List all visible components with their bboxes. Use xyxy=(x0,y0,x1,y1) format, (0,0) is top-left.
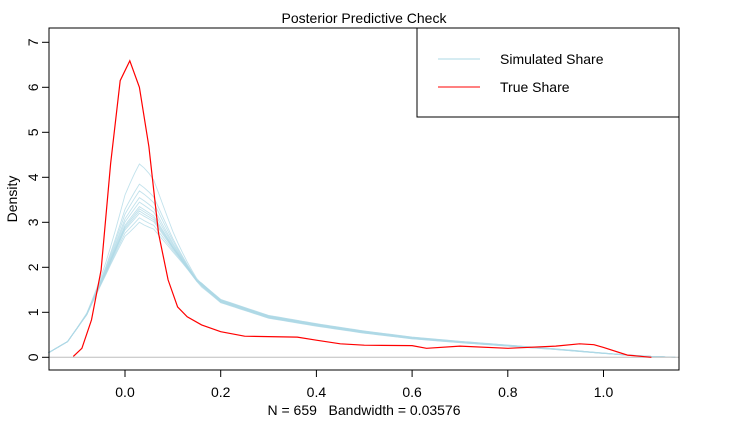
y-tick-label: 1 xyxy=(25,308,41,316)
legend-label-true: True Share xyxy=(500,79,570,95)
simulated-share-line xyxy=(48,217,676,358)
x-tick-label: 0.6 xyxy=(402,384,422,400)
simulated-share-line xyxy=(48,206,676,358)
chart-title: Posterior Predictive Check xyxy=(282,10,448,26)
y-tick-label: 6 xyxy=(25,83,41,91)
y-axis: 0 1 2 3 4 5 6 7 xyxy=(25,38,49,361)
legend-box xyxy=(416,27,680,118)
x-axis-label: N = 659 Bandwidth = 0.03576 xyxy=(267,402,460,418)
y-tick-label: 5 xyxy=(25,128,41,136)
x-axis: 0.0 0.2 0.4 0.6 0.8 1.0 xyxy=(115,370,613,400)
y-tick-label: 2 xyxy=(25,263,41,271)
plot-frame xyxy=(48,27,680,371)
simulated-share-line xyxy=(48,183,676,358)
simulated-lines xyxy=(48,163,676,358)
simulated-share-line xyxy=(48,201,676,358)
legend-label-simulated: Simulated Share xyxy=(500,51,604,67)
true-share-line xyxy=(72,59,652,358)
simulated-share-line xyxy=(48,208,676,358)
x-tick-label: 0.0 xyxy=(115,384,135,400)
simulated-share-line xyxy=(48,221,676,358)
y-axis-label: Density xyxy=(4,176,20,223)
y-tick-label: 4 xyxy=(25,173,41,181)
x-tick-label: 0.2 xyxy=(211,384,231,400)
simulated-share-line xyxy=(48,210,676,358)
simulated-share-line xyxy=(48,212,676,358)
legend: Simulated Share True Share xyxy=(416,27,680,118)
y-tick-label: 7 xyxy=(25,38,41,46)
x-tick-label: 0.8 xyxy=(498,384,518,400)
x-tick-label: 1.0 xyxy=(594,384,614,400)
y-tick-label: 3 xyxy=(25,218,41,226)
y-tick-label: 0 xyxy=(25,353,41,361)
x-tick-label: 0.4 xyxy=(307,384,327,400)
